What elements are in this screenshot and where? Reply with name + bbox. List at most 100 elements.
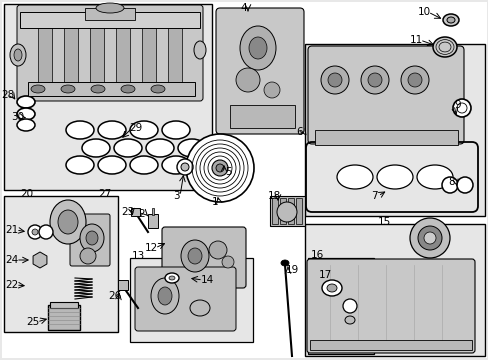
Bar: [287, 198, 293, 224]
Ellipse shape: [80, 248, 96, 264]
Bar: [269, 196, 305, 226]
Ellipse shape: [17, 96, 35, 108]
Ellipse shape: [39, 225, 53, 239]
Ellipse shape: [151, 278, 179, 314]
Ellipse shape: [194, 41, 205, 59]
Text: 2: 2: [139, 209, 145, 219]
Bar: [229, 105, 294, 128]
Ellipse shape: [169, 276, 175, 280]
Bar: [131, 208, 140, 216]
Ellipse shape: [28, 225, 42, 239]
Bar: [38, 15, 52, 85]
Text: 14: 14: [200, 275, 213, 285]
FancyBboxPatch shape: [307, 46, 463, 144]
Ellipse shape: [181, 240, 208, 272]
Text: 21: 21: [5, 225, 19, 235]
Bar: [130, 258, 252, 342]
Ellipse shape: [162, 121, 190, 139]
Bar: [307, 258, 373, 354]
Ellipse shape: [212, 160, 227, 176]
Ellipse shape: [248, 37, 266, 59]
Ellipse shape: [178, 139, 205, 157]
Ellipse shape: [190, 300, 209, 316]
FancyBboxPatch shape: [306, 259, 474, 353]
Text: 29: 29: [129, 123, 142, 133]
Ellipse shape: [236, 68, 260, 92]
Ellipse shape: [216, 164, 224, 172]
Ellipse shape: [66, 121, 94, 139]
Ellipse shape: [452, 99, 470, 117]
Text: 28: 28: [1, 90, 15, 100]
Text: 18: 18: [267, 191, 280, 201]
Ellipse shape: [367, 73, 381, 87]
Ellipse shape: [432, 37, 456, 57]
Bar: [4, 196, 118, 332]
Ellipse shape: [17, 119, 35, 131]
Ellipse shape: [177, 159, 193, 175]
Text: 17: 17: [318, 270, 331, 280]
Ellipse shape: [164, 273, 179, 283]
Ellipse shape: [66, 156, 94, 174]
FancyBboxPatch shape: [17, 5, 203, 101]
Ellipse shape: [345, 316, 354, 324]
Text: 19: 19: [285, 265, 298, 275]
Ellipse shape: [416, 165, 452, 189]
Ellipse shape: [342, 299, 356, 313]
Bar: [48, 305, 80, 330]
Text: 23: 23: [121, 207, 134, 217]
FancyBboxPatch shape: [135, 267, 236, 331]
Ellipse shape: [146, 139, 174, 157]
Ellipse shape: [264, 82, 280, 98]
Ellipse shape: [96, 3, 124, 13]
FancyBboxPatch shape: [162, 227, 245, 288]
Text: 4: 4: [240, 3, 247, 13]
Text: 8: 8: [448, 177, 454, 187]
Ellipse shape: [61, 85, 75, 93]
Text: 7: 7: [370, 191, 377, 201]
Ellipse shape: [446, 17, 454, 23]
FancyBboxPatch shape: [216, 8, 304, 134]
Text: 5: 5: [224, 167, 231, 177]
Ellipse shape: [10, 44, 26, 66]
Ellipse shape: [50, 200, 86, 244]
Ellipse shape: [17, 108, 35, 120]
Ellipse shape: [456, 177, 472, 193]
Bar: [168, 15, 182, 85]
Text: 15: 15: [377, 217, 390, 227]
Bar: [50, 302, 78, 308]
Bar: [118, 280, 128, 290]
Ellipse shape: [423, 232, 435, 244]
Bar: [142, 15, 156, 85]
Bar: [148, 214, 158, 228]
Ellipse shape: [32, 229, 38, 235]
Text: 6: 6: [296, 127, 303, 137]
Ellipse shape: [58, 210, 78, 234]
Text: 27: 27: [98, 189, 111, 199]
Ellipse shape: [441, 177, 457, 193]
Bar: [314, 130, 457, 145]
Ellipse shape: [336, 165, 372, 189]
Text: 11: 11: [408, 35, 422, 45]
Ellipse shape: [86, 231, 98, 245]
Bar: [280, 198, 285, 224]
Bar: [4, 4, 212, 190]
Text: 13: 13: [132, 251, 145, 261]
Ellipse shape: [114, 139, 142, 157]
Ellipse shape: [130, 156, 158, 174]
Bar: [85, 8, 135, 20]
Ellipse shape: [162, 156, 190, 174]
Text: 1: 1: [211, 197, 218, 207]
Text: 22: 22: [5, 280, 19, 290]
Ellipse shape: [181, 163, 189, 171]
Ellipse shape: [130, 121, 158, 139]
Ellipse shape: [409, 218, 449, 258]
Ellipse shape: [276, 202, 296, 222]
Bar: [28, 82, 195, 96]
Ellipse shape: [281, 260, 288, 266]
Bar: [305, 44, 484, 216]
Text: 9: 9: [454, 100, 460, 110]
Ellipse shape: [417, 226, 441, 250]
Text: 25: 25: [26, 317, 40, 327]
Bar: [116, 15, 130, 85]
Text: 3: 3: [172, 191, 179, 201]
